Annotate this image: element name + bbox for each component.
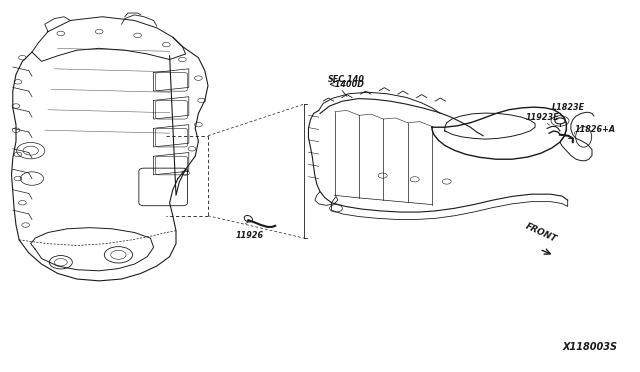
Text: 11923E: 11923E — [526, 113, 560, 122]
Text: <1400D: <1400D — [328, 80, 364, 89]
Text: X118003S: X118003S — [563, 341, 618, 352]
Text: 11926: 11926 — [236, 231, 264, 240]
Text: 11826+A: 11826+A — [575, 125, 616, 134]
Text: FRONT: FRONT — [524, 222, 558, 244]
Text: L1823E: L1823E — [552, 103, 585, 112]
Text: SEC.140: SEC.140 — [328, 75, 365, 84]
